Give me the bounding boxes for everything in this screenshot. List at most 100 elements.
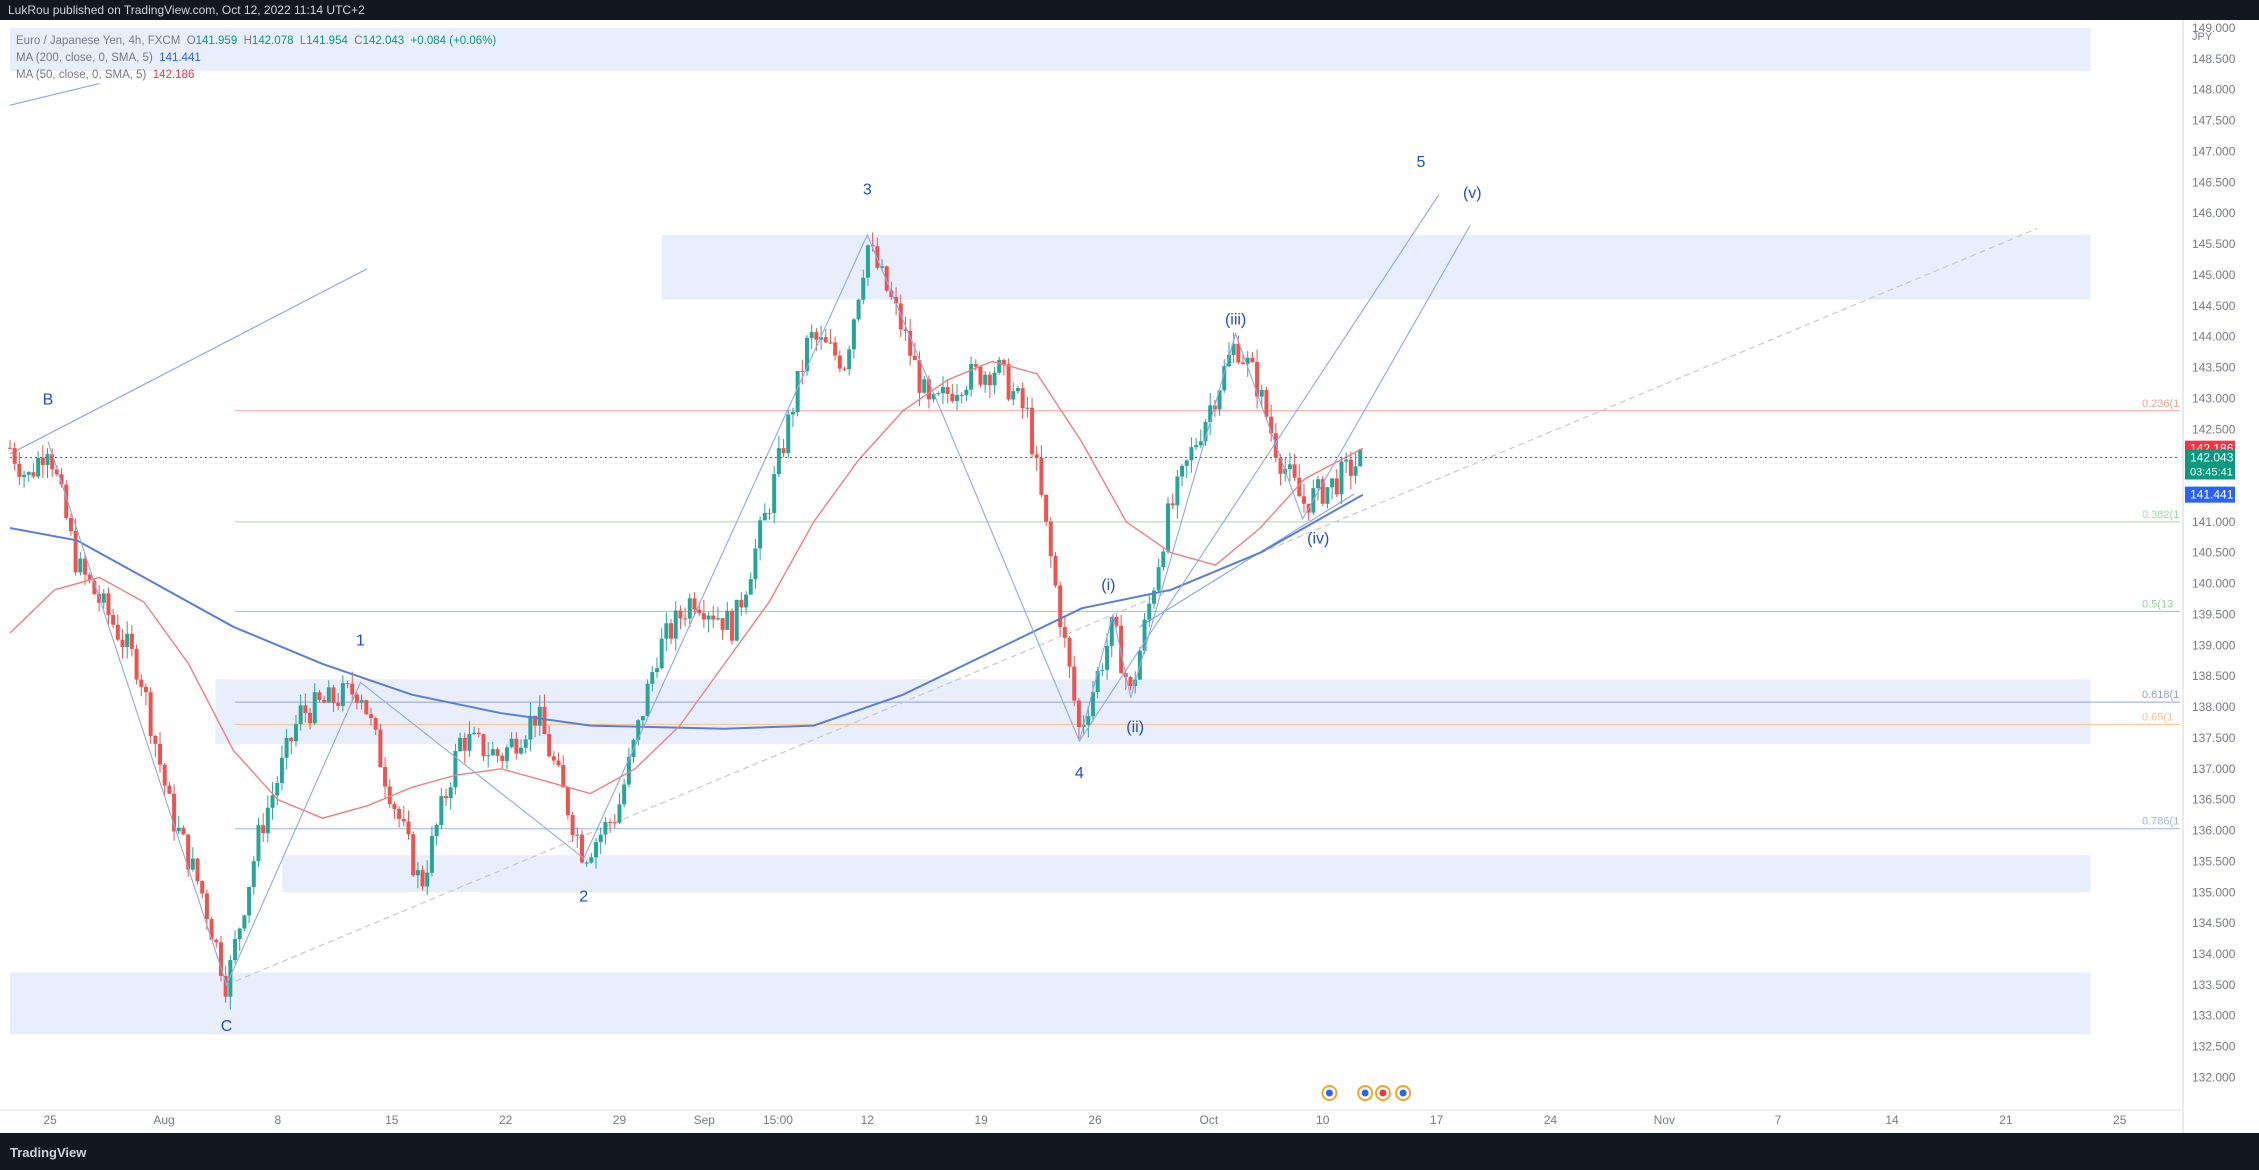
candle-body [162,764,167,786]
wave-label: 1 [356,632,365,649]
candle-body [1015,388,1020,392]
candle-body [514,738,519,754]
candle-body [54,469,59,475]
elliott-subwave-path[interactable] [1078,225,1471,742]
y-tick-label: 138.000 [2192,700,2236,714]
y-tick-label: 146.000 [2192,206,2236,220]
candle-body [715,618,720,620]
chart-area[interactable]: 0.236(1 0.382(1 0.5(13 0.618(1 0.65(1 0.786(1… [0,20,2259,1133]
y-tick-label: 146.500 [2192,175,2236,189]
candle-body [218,942,223,976]
fib-label: 0.5(13 [2142,598,2173,610]
candle-body [22,474,27,478]
candle-body [134,648,139,680]
candle-body [1076,700,1081,728]
candle-body [1222,366,1227,391]
price-badge-label: 141.441 [2190,488,2234,502]
candle-body [837,355,842,369]
candle-body [368,714,373,719]
candle-body [523,739,528,748]
candle-body [992,372,997,386]
candle-body [1217,390,1222,410]
candle-body [1180,465,1185,477]
candle-body [608,821,613,823]
candle-body [125,633,130,647]
candle-body [509,738,514,748]
candle-body [1067,637,1072,667]
candle-body [270,795,275,808]
wave-label: 2 [579,889,588,906]
candle-body [401,818,406,822]
candle-body [884,266,889,291]
fib-label: 0.382(1 [2142,509,2179,521]
candle-body [293,723,298,742]
trend-line[interactable] [226,228,2038,986]
candle-body [8,447,12,449]
legend-close: 142.043 [362,35,405,47]
x-tick-label: Sep [694,1113,716,1127]
candle-body [1100,669,1105,671]
legend-l-label: L [299,35,307,47]
candle-body [753,548,758,580]
candle-body [819,337,824,340]
candle-body [603,821,608,835]
candle-body [336,703,341,706]
candle-body [922,379,927,393]
x-tick-label: 24 [1544,1113,1558,1127]
candle-body [842,368,847,370]
candle-body [434,825,439,836]
currency-label: JPY [2192,31,2213,43]
candle-body [1048,521,1053,557]
y-tick-label: 142.500 [2192,422,2236,436]
tradingview-logo[interactable]: TradingView [10,1145,87,1160]
candle-body [397,808,402,819]
wave-label: (v) [1463,185,1482,202]
candle-body [828,342,833,344]
x-tick-label: 15:00 [763,1113,793,1127]
candle-body [1353,466,1358,476]
candle-body [955,395,960,401]
y-tick-label: 134.000 [2192,947,2236,961]
price-axis[interactable] [2183,20,2259,1133]
wave-label: (iv) [1307,530,1329,547]
candle-body [870,245,875,247]
candle-body [1231,343,1236,355]
candle-body [350,683,355,695]
candle-body [973,364,978,367]
candle-body [1170,503,1175,506]
candle-body [204,893,209,920]
candle-body [326,687,331,703]
legend-ma50-label: MA (50, close, 0, SMA, 5) [16,69,147,81]
candle-body [1278,457,1283,474]
price-chart[interactable]: 0.236(1 0.382(1 0.5(13 0.618(1 0.65(1 0.786(1… [0,20,2259,1133]
candle-body [340,683,345,706]
x-tick-label: 29 [613,1113,627,1127]
candle-body [148,692,153,736]
candle-body [120,639,125,647]
candle-body [317,692,322,700]
trend-line[interactable] [9,268,368,455]
candle-body [589,857,594,863]
candle-body [1034,454,1039,458]
candle-body [303,705,308,713]
candle-body [790,411,795,415]
publisher-text: LukRou published on TradingView.com, Oct… [8,3,365,17]
candle-body [439,796,444,826]
legend-symbol: Euro / Japanese Yen, 4h, FXCM [16,35,181,47]
candle-body [275,782,280,796]
trend-line[interactable] [9,82,100,106]
x-tick-label: 22 [499,1113,513,1127]
zone-rect [10,28,2091,72]
event-icon-dot [1379,1089,1387,1097]
candle-body [68,518,73,532]
candle-body [1151,590,1156,604]
candle-body [1072,666,1077,701]
candle-body [1020,388,1025,409]
candle-body [805,337,810,372]
candle-body [978,366,983,385]
candle-body [533,715,538,726]
candle-body [833,342,838,356]
candle-body [786,414,791,454]
zone-rect [215,679,2091,745]
trend-line[interactable] [1139,493,1355,628]
